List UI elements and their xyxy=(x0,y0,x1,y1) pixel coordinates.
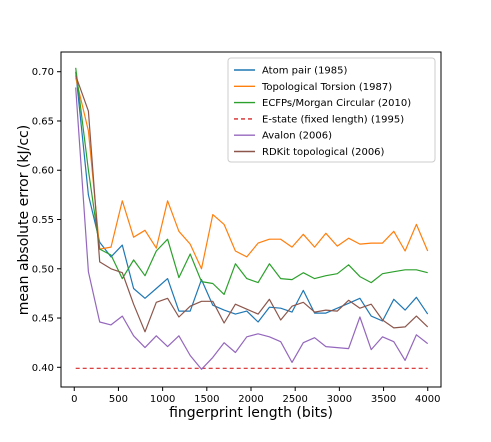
series-line-2 xyxy=(75,77,429,270)
x-tick-label: 3000 xyxy=(327,394,352,405)
y-axis: 0.40 0.45 0.50 0.55 0.60 0.65 0.70 xyxy=(32,67,61,374)
x-tick-label: 500 xyxy=(109,394,128,405)
y-tick-label: 0.50 xyxy=(32,264,54,275)
series-line-6 xyxy=(75,75,429,333)
y-tick-label: 0.65 xyxy=(32,116,54,127)
legend-label-5: Avalon (2006) xyxy=(262,131,332,142)
x-tick-label: 3500 xyxy=(371,394,396,405)
x-axis-label: fingerprint length (bits) xyxy=(169,405,333,421)
x-tick-label: 2500 xyxy=(282,394,307,405)
x-tick-label: 4000 xyxy=(415,394,440,405)
series-line-3 xyxy=(75,67,428,295)
legend-label-2: Topological Torsion (1987) xyxy=(261,82,392,93)
x-tick-label: 2000 xyxy=(238,394,263,405)
series-line-5 xyxy=(75,87,429,370)
y-tick-label: 0.60 xyxy=(32,166,54,177)
legend-label-3: ECFPs/Morgan Circular (2010) xyxy=(262,98,411,109)
x-axis: 0 500 1000 1500 2000 2500 3000 3500 4000 xyxy=(71,387,440,405)
series-layer xyxy=(75,67,429,370)
x-tick-label: 0 xyxy=(71,394,77,405)
x-tick-label: 1000 xyxy=(150,394,175,405)
legend-label-4: E-state (fixed length) (1995) xyxy=(262,114,404,125)
y-axis-label: mean absolute error (kJ/cc) xyxy=(16,125,32,315)
y-tick-label: 0.55 xyxy=(32,215,54,226)
y-tick-label: 0.45 xyxy=(32,314,54,325)
legend-label-1: Atom pair (1985) xyxy=(262,66,348,77)
series-line-1 xyxy=(75,71,429,323)
legend: Atom pair (1985) Topological Torsion (198… xyxy=(227,57,436,163)
x-tick-label: 1500 xyxy=(194,394,219,405)
legend-label-6: RDKit topological (2006) xyxy=(262,147,385,158)
y-tick-label: 0.70 xyxy=(32,67,54,78)
y-tick-label: 0.40 xyxy=(32,363,54,374)
legend-box xyxy=(227,57,436,163)
